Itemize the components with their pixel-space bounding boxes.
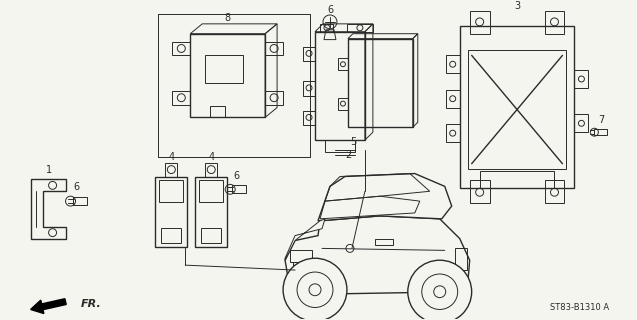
Text: ST83-B1310 A: ST83-B1310 A	[550, 303, 610, 312]
Text: 6: 6	[233, 171, 240, 180]
Bar	[159, 180, 183, 202]
FancyArrow shape	[31, 299, 66, 314]
Text: 4: 4	[208, 152, 214, 162]
Bar	[375, 238, 393, 245]
Polygon shape	[318, 173, 452, 221]
Circle shape	[346, 244, 354, 252]
Text: 6: 6	[327, 5, 333, 15]
Bar	[196, 177, 227, 247]
Circle shape	[283, 258, 347, 320]
Text: 2: 2	[345, 150, 351, 160]
Text: 7: 7	[598, 116, 605, 125]
Bar	[205, 55, 243, 83]
Bar	[210, 106, 225, 117]
FancyArrowPatch shape	[34, 302, 63, 310]
Polygon shape	[285, 219, 325, 260]
Bar	[161, 228, 182, 244]
Bar	[155, 177, 187, 247]
Bar	[199, 180, 223, 202]
Bar	[290, 250, 312, 262]
Text: 6: 6	[73, 182, 80, 192]
Polygon shape	[285, 216, 469, 295]
Bar	[190, 34, 265, 117]
Text: 5: 5	[350, 137, 356, 147]
Bar	[480, 171, 554, 188]
Bar	[460, 26, 575, 188]
Bar	[455, 248, 467, 270]
Bar	[201, 228, 221, 244]
Text: 8: 8	[225, 13, 231, 23]
Bar	[315, 32, 365, 140]
Bar	[348, 39, 413, 127]
Circle shape	[408, 260, 471, 320]
Bar	[293, 262, 311, 270]
Text: 1: 1	[45, 164, 52, 175]
Text: 3: 3	[514, 1, 520, 11]
Text: 4: 4	[168, 152, 175, 162]
Text: FR.: FR.	[80, 299, 101, 308]
Bar	[468, 51, 566, 169]
